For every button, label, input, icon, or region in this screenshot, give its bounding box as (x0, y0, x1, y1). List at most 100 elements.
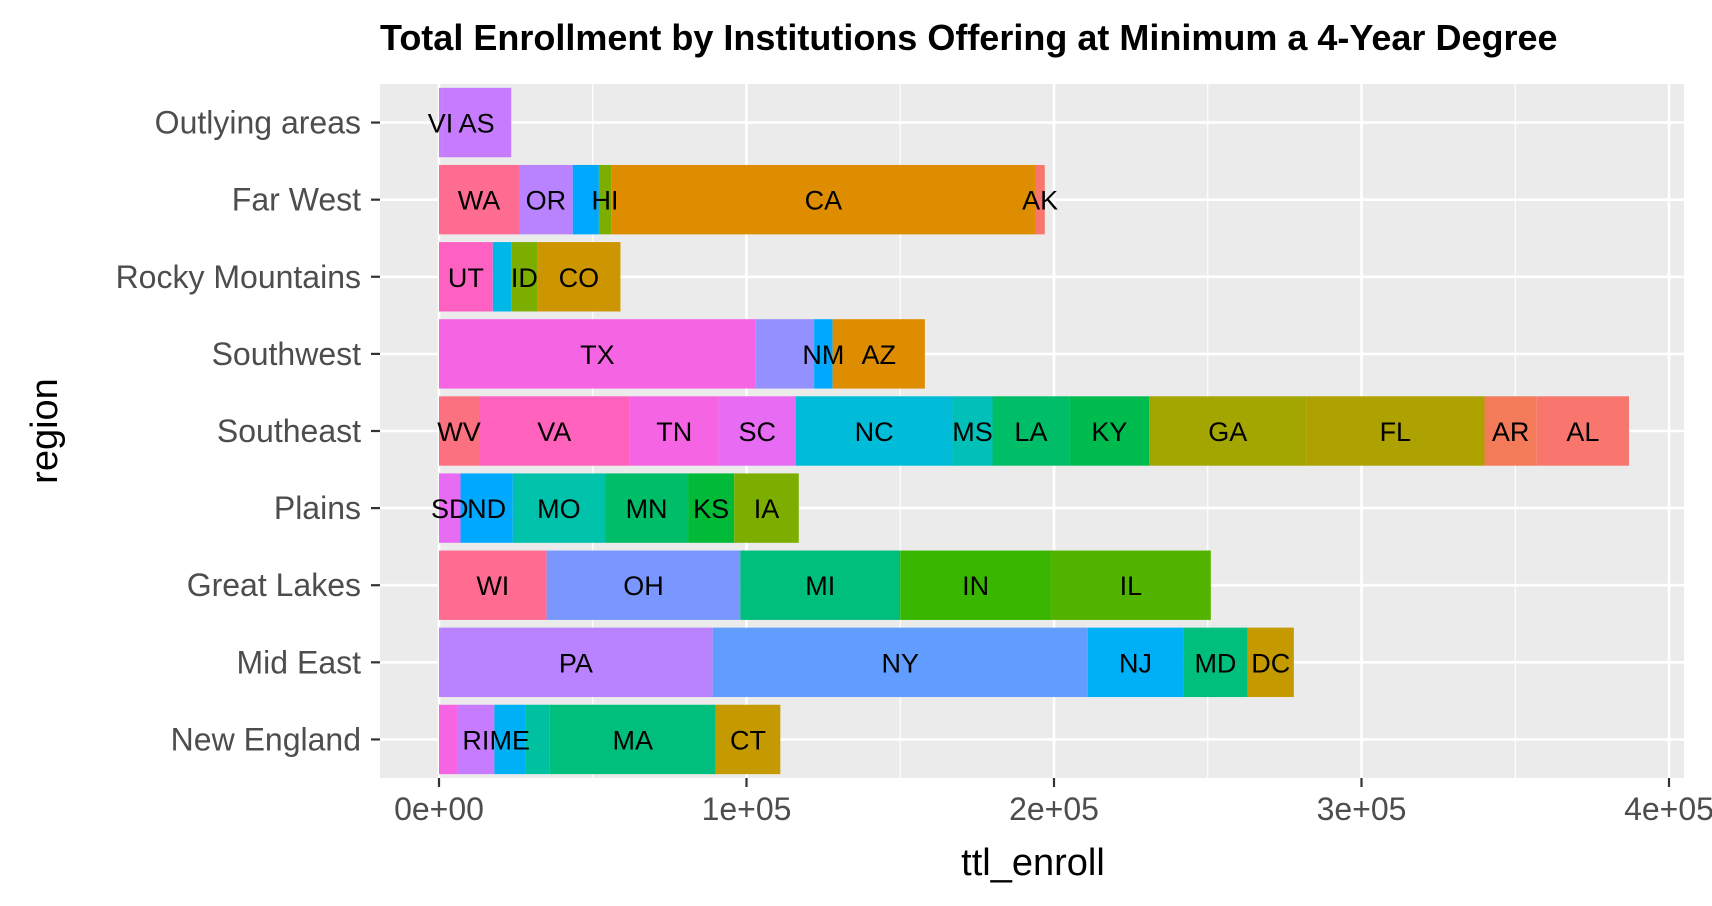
bar-segment (460, 473, 513, 543)
bar-segment-label: VI (428, 109, 454, 139)
bar-segment (439, 396, 479, 466)
x-tick-label: 4e+05 (1624, 791, 1712, 827)
bar-segment-label: SD (431, 494, 469, 524)
bar-segment-label: OR (526, 186, 567, 216)
bar-segment (1183, 627, 1248, 698)
y-tick-label: Plains (274, 490, 361, 526)
bar-segment (492, 242, 512, 312)
bar-segment (537, 242, 621, 312)
bar-segment (1035, 164, 1045, 235)
bar-segment-label: NJ (1119, 648, 1152, 678)
bar-segment (795, 396, 953, 466)
bar-segment-label: NM (802, 340, 844, 370)
bar-segment-label: RI (462, 725, 489, 755)
y-tick-label: Outlying areas (155, 105, 361, 141)
bar-segment-label: CA (805, 186, 843, 216)
bar-segment-label: KY (1091, 417, 1127, 447)
bar-segment-label: IN (962, 571, 989, 601)
y-tick-label: Far West (232, 182, 361, 218)
bar-segment (734, 473, 799, 543)
bar-segment-label: TX (580, 340, 615, 370)
bar-segment (442, 87, 512, 158)
bar-segment-label: HI (592, 186, 619, 216)
bar-segment (611, 164, 1036, 235)
bar-segment-label: PA (559, 648, 593, 678)
bar-segment (1306, 396, 1485, 466)
bar-segment-label: MN (626, 494, 668, 524)
bar-segment-label: CT (730, 725, 766, 755)
bar-segment-label: ID (511, 263, 538, 293)
bar-segment-label: MA (612, 725, 653, 755)
bar-segment (814, 319, 833, 389)
bar-segment (549, 704, 716, 775)
bar-segment-label: VA (537, 417, 571, 447)
bar-segment-label: MS (952, 417, 993, 447)
bar-segment-label: MO (537, 494, 581, 524)
bar-segment (1149, 396, 1307, 466)
bar-segment-label: TN (656, 417, 692, 447)
bar-segment (1069, 396, 1150, 466)
bar-segment (439, 473, 461, 543)
bar-segment (572, 164, 599, 235)
x-tick-label: 1e+05 (702, 791, 792, 827)
bar-segment-label: GA (1208, 417, 1247, 447)
bar-segment-label: AS (459, 109, 495, 139)
bar-segment (439, 164, 519, 235)
bar-segment (1087, 627, 1184, 698)
bar-segment-label: ND (467, 494, 506, 524)
bar-segment (992, 396, 1070, 466)
bar-segment (629, 396, 719, 466)
y-tick-label: Rocky Mountains (116, 259, 361, 295)
bar-segment-label: WA (458, 186, 501, 216)
bar-segment-label: MI (805, 571, 835, 601)
bar-segment-label: WV (437, 417, 481, 447)
bar-segment (755, 319, 815, 389)
chart-title: Total Enrollment by Institutions Offerin… (380, 17, 1558, 58)
bar-segment (439, 550, 547, 620)
bar-segment-label: FL (1380, 417, 1412, 447)
bar-segment (494, 704, 526, 775)
bar-segment (832, 319, 925, 389)
bar-segment (525, 704, 550, 775)
bar-segment-label: WI (476, 571, 509, 601)
bar-segment (457, 704, 495, 775)
bar-segment (478, 396, 630, 466)
bar-segment (439, 627, 713, 698)
bar-segment-label: AZ (861, 340, 896, 370)
bar-segment (1050, 550, 1211, 620)
y-tick-label: Mid East (237, 644, 362, 680)
bar-segment-label: AL (1566, 417, 1599, 447)
bars-layer (439, 87, 1630, 775)
bar-segment (439, 87, 443, 158)
bar-segment (688, 473, 735, 543)
y-tick-label: New England (171, 721, 361, 757)
bar-segment (605, 473, 689, 543)
bar-segment-label: NY (881, 648, 919, 678)
y-axis-title: region (24, 378, 66, 484)
bar-segment-label: DC (1251, 648, 1290, 678)
bar-segment-label: SC (739, 417, 777, 447)
bar-segment (439, 242, 493, 312)
bar-segment-label: NC (855, 417, 894, 447)
bar-segment (439, 319, 756, 389)
bar-segment-label: IL (1120, 571, 1143, 601)
bar-segment-label: IA (754, 494, 780, 524)
bar-segment-label: ME (489, 725, 530, 755)
bar-segment (511, 242, 538, 312)
bar-segment (740, 550, 901, 620)
bar-segment-label: LA (1014, 417, 1047, 447)
bar-segment (546, 550, 741, 620)
x-tick-label: 2e+05 (1009, 791, 1099, 827)
bar-segment (598, 164, 612, 235)
x-tick-label: 0e+00 (394, 791, 484, 827)
y-tick-label: Southwest (212, 336, 362, 372)
bar-segment-label: CO (559, 263, 600, 293)
bar-segment-label: AK (1022, 186, 1058, 216)
x-axis-title: ttl_enroll (961, 842, 1105, 884)
bar-segment (1247, 627, 1294, 698)
y-tick-label: Great Lakes (187, 567, 361, 603)
bar-segment-label: KS (693, 494, 729, 524)
bar-segment (1484, 396, 1537, 466)
bar-segment (900, 550, 1051, 620)
